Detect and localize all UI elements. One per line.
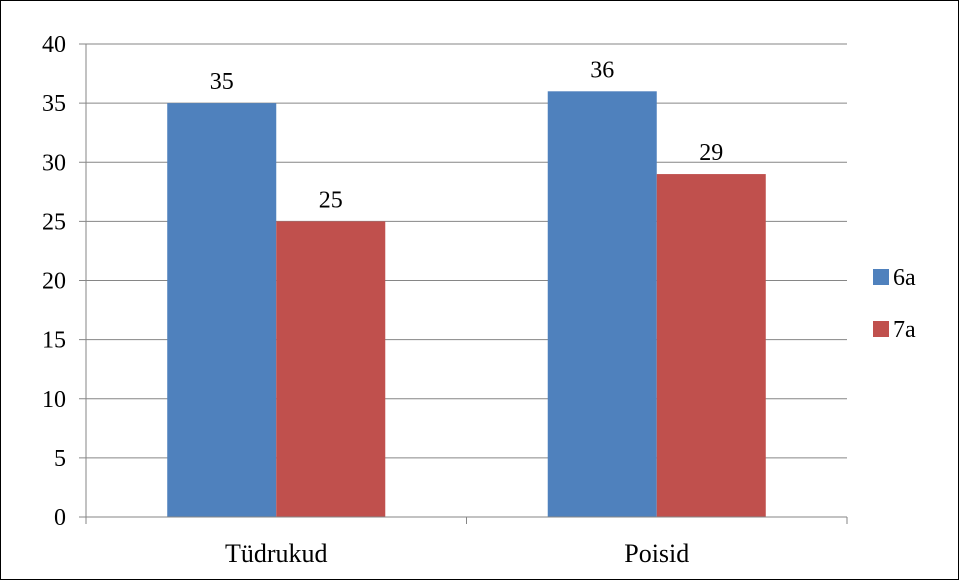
y-tick-label: 0 (54, 505, 66, 531)
bars (167, 91, 766, 518)
y-tick-label: 15 (42, 328, 66, 354)
data-label: 25 (319, 187, 343, 213)
bar-6a-2 (547, 91, 657, 518)
bar-6a-1 (167, 103, 277, 517)
x-tick-label: Tüdrukud (225, 539, 328, 568)
x-tick-label: Poisid (624, 539, 689, 568)
data-label: 29 (699, 140, 723, 166)
axes (79, 43, 848, 524)
data-labels: 35 25 36 29 (210, 57, 724, 213)
legend: 6a 7a (873, 265, 916, 343)
bar-7a-1 (276, 221, 386, 517)
y-tick-label: 10 (42, 387, 66, 413)
y-tick-label: 25 (42, 209, 66, 235)
legend-label: 7a (893, 317, 916, 343)
data-label: 36 (590, 57, 614, 83)
y-axis-ticks: 0 5 10 15 20 25 30 35 40 (42, 32, 66, 531)
bar-7a-2 (656, 174, 766, 517)
legend-label: 6a (893, 265, 916, 291)
data-label: 35 (210, 69, 234, 95)
y-tick-label: 40 (42, 32, 66, 58)
y-tick-label: 20 (42, 269, 66, 295)
y-tick-label: 30 (42, 150, 66, 176)
x-axis-ticks: Tüdrukud Poisid (225, 539, 689, 568)
legend-swatch-7a (873, 321, 889, 337)
y-tick-label: 35 (42, 91, 66, 117)
y-tick-label: 5 (54, 446, 66, 472)
legend-swatch-6a (873, 269, 889, 285)
